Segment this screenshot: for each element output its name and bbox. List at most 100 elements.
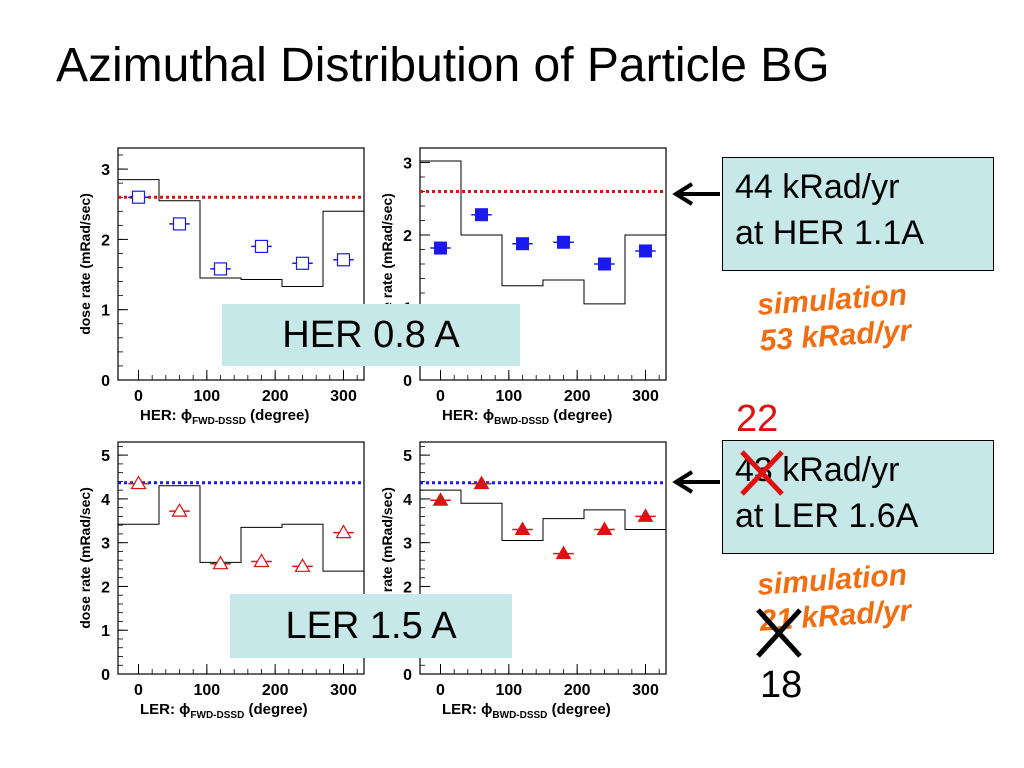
ler-correction-top: 22 bbox=[736, 398, 779, 440]
her_bwd-marker bbox=[557, 235, 570, 249]
ler_fwd-ytick-label: 4 bbox=[101, 492, 110, 509]
ler_fwd-point bbox=[292, 558, 313, 572]
ler_fwd-marker bbox=[253, 553, 270, 568]
ler_fwd-ytick-label: 1 bbox=[101, 623, 110, 640]
her-overlay-text: HER 0.8 A bbox=[282, 313, 460, 356]
her-dose-box: 44 kRad/yr at HER 1.1A bbox=[722, 157, 994, 271]
ler-overlay-text: LER 1.5 A bbox=[285, 604, 457, 647]
ler_fwd-xtick-label: 0 bbox=[134, 682, 143, 699]
her_bwd-xtick-label: 200 bbox=[564, 388, 591, 405]
ler_fwd-ytick-label: 3 bbox=[101, 536, 110, 553]
ler_fwd-xtick-label: 100 bbox=[193, 682, 220, 699]
her_fwd-point bbox=[128, 190, 149, 204]
ler_fwd-sim-histogram bbox=[118, 485, 365, 674]
her_bwd-ylabel: dose rate (mRad/sec) bbox=[379, 193, 395, 335]
ler_bwd-ytick-label: 2 bbox=[403, 579, 412, 596]
her_bwd-marker bbox=[434, 241, 447, 255]
her_bwd-point bbox=[430, 241, 451, 255]
ler_bwd-xtick-label: 200 bbox=[564, 682, 591, 699]
her_fwd-marker bbox=[336, 253, 351, 267]
ler_fwd-ylabel: dose rate (mRad/sec) bbox=[77, 487, 93, 629]
ler_bwd-ytick-label: 0 bbox=[403, 667, 412, 684]
ler_fwd-point bbox=[251, 553, 272, 568]
ler_bwd-xtick-label: 0 bbox=[436, 682, 445, 699]
ler_bwd-marker bbox=[555, 545, 572, 560]
her_bwd-ytick-label: 2 bbox=[403, 228, 412, 245]
her_fwd-xtick-label: 300 bbox=[330, 388, 357, 405]
her_bwd-xlabel: HER: ϕBWD-DSSD (degree) bbox=[442, 407, 612, 427]
her_fwd-point bbox=[292, 256, 313, 270]
her_bwd-xtick-label: 300 bbox=[632, 388, 659, 405]
her_fwd-marker bbox=[295, 256, 310, 270]
her_bwd-marker bbox=[639, 244, 652, 258]
ler_fwd-xlabel: LER: ϕFWD-DSSD (degree) bbox=[140, 701, 308, 721]
ler_bwd-point bbox=[553, 545, 574, 560]
her_fwd-xtick-label: 0 bbox=[134, 388, 143, 405]
ler_fwd-point bbox=[169, 502, 190, 517]
her_fwd-xtick-label: 100 bbox=[193, 388, 220, 405]
ler-dose-old-number: 43 bbox=[735, 451, 773, 489]
ler_bwd-point bbox=[594, 521, 615, 536]
ler_fwd-xtick-label: 300 bbox=[330, 682, 357, 699]
ler_fwd-marker bbox=[212, 555, 229, 570]
ler_bwd-xlabel: LER: ϕBWD-DSSD (degree) bbox=[442, 701, 611, 721]
her_bwd-xtick-label: 0 bbox=[436, 388, 445, 405]
her_fwd-ylabel: dose rate (mRad/sec) bbox=[77, 193, 93, 335]
ler_bwd-point bbox=[512, 521, 533, 536]
her-overlay-label: HER 0.8 A bbox=[222, 304, 520, 366]
her-dose-line1: 44 kRad/yr bbox=[735, 168, 900, 206]
ler_bwd-marker bbox=[637, 508, 654, 522]
ler_bwd-marker bbox=[596, 521, 613, 536]
ler_bwd-xtick-label: 300 bbox=[632, 682, 659, 699]
ler_fwd-panel: 0 1 2 3 4 5 0 100 200 300 dose rate (mRad/sec) LER:… bbox=[77, 441, 365, 721]
ler_bwd-ytick-label: 3 bbox=[403, 536, 412, 553]
her_bwd-point bbox=[594, 257, 615, 271]
ler_fwd-ytick-label: 0 bbox=[101, 667, 110, 684]
her_bwd-ytick-label: 3 bbox=[403, 156, 412, 173]
ler-dose-line1-rest: kRad/yr bbox=[772, 451, 900, 489]
ler_bwd-point bbox=[635, 508, 656, 522]
her_bwd-marker bbox=[475, 208, 488, 222]
ler-simulation-note: simulation 21 kRad/yr bbox=[756, 557, 912, 639]
ler_fwd-marker bbox=[130, 475, 147, 490]
ler_bwd-xtick-label: 100 bbox=[495, 682, 522, 699]
her_bwd-point bbox=[635, 244, 656, 258]
ler_bwd-marker bbox=[432, 492, 449, 506]
ler_bwd-ylabel: dose rate (mRad/sec) bbox=[379, 487, 395, 629]
ler_fwd-ytick-label: 5 bbox=[101, 448, 110, 465]
ler-sim-old-number: 21 bbox=[758, 602, 795, 638]
ler_bwd-marker bbox=[514, 521, 531, 536]
her_bwd-point bbox=[512, 237, 533, 251]
ler_bwd-ytick-label: 5 bbox=[403, 448, 412, 465]
ler-correction-bottom: 18 bbox=[760, 664, 803, 706]
her-simulation-note: simulation 53 kRad/yr bbox=[756, 277, 912, 359]
her_bwd-xtick-label: 100 bbox=[495, 388, 522, 405]
ler-overlay-label: LER 1.5 A bbox=[230, 594, 512, 658]
ler_bwd-sim-histogram bbox=[420, 489, 667, 674]
her_fwd-point bbox=[210, 262, 231, 276]
her_fwd-marker bbox=[131, 190, 146, 204]
her_fwd-ytick-label: 1 bbox=[101, 303, 110, 320]
ler_bwd-point bbox=[471, 475, 492, 490]
her_bwd-marker bbox=[598, 257, 611, 271]
her_bwd-sim-histogram bbox=[420, 160, 667, 380]
her_fwd-panel: 0 1 2 3 0 100 200 300 dose rate (mRad/sec) HER: ϕ… bbox=[77, 147, 365, 427]
ler-dose-box: 43 kRad/yr at LER 1.6A bbox=[722, 440, 994, 554]
her_fwd-marker bbox=[213, 262, 228, 276]
ler_fwd-ytick-label: 2 bbox=[101, 579, 110, 596]
her_fwd-sim-histogram bbox=[118, 179, 365, 380]
ler_fwd-marker bbox=[294, 558, 311, 572]
her_fwd-point bbox=[169, 217, 190, 231]
ler_bwd-point bbox=[430, 492, 451, 506]
her_bwd-point bbox=[471, 208, 492, 222]
her_fwd-marker bbox=[254, 239, 269, 254]
ler-dose-line2: at LER 1.6A bbox=[735, 497, 919, 535]
her_fwd-xtick-label: 200 bbox=[262, 388, 289, 405]
her_fwd-ytick-label: 3 bbox=[101, 162, 110, 179]
her_fwd-point bbox=[251, 239, 272, 254]
ler_bwd-marker bbox=[473, 475, 490, 490]
ler-sim-line2-rest: kRad/yr bbox=[791, 594, 913, 636]
